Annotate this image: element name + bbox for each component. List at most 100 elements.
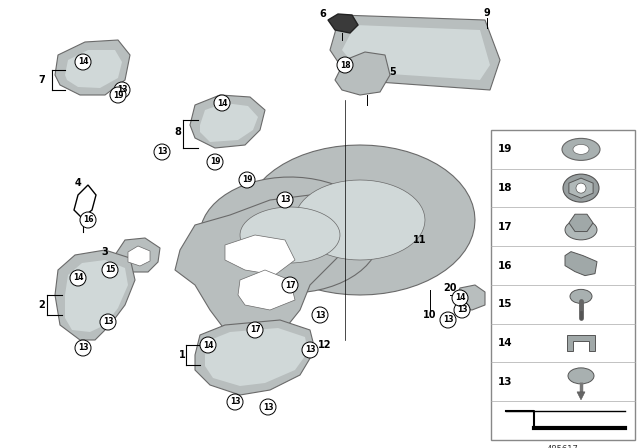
Text: 9: 9: [484, 8, 490, 18]
Circle shape: [70, 270, 86, 286]
Ellipse shape: [565, 220, 597, 240]
Text: 17: 17: [498, 222, 512, 232]
FancyBboxPatch shape: [491, 130, 635, 440]
Text: 19: 19: [113, 90, 124, 99]
Text: 14: 14: [455, 293, 465, 302]
Polygon shape: [245, 145, 475, 295]
Text: 14: 14: [217, 99, 227, 108]
Ellipse shape: [570, 289, 592, 303]
Text: 8: 8: [175, 127, 181, 137]
Text: 6: 6: [319, 9, 326, 19]
Polygon shape: [342, 25, 490, 80]
Circle shape: [452, 290, 468, 306]
Circle shape: [110, 87, 126, 103]
Polygon shape: [115, 238, 160, 272]
Text: 10: 10: [423, 310, 436, 320]
Text: 13: 13: [305, 345, 316, 354]
Text: 15: 15: [498, 299, 512, 310]
Text: 12: 12: [318, 340, 332, 350]
Text: 3: 3: [102, 247, 108, 257]
Text: 1: 1: [179, 350, 186, 360]
Text: 15: 15: [105, 266, 115, 275]
Polygon shape: [238, 270, 295, 310]
Circle shape: [75, 340, 91, 356]
Text: 5: 5: [390, 67, 396, 77]
Text: 18: 18: [340, 60, 350, 69]
Circle shape: [239, 172, 255, 188]
Polygon shape: [128, 246, 150, 266]
Circle shape: [312, 307, 328, 323]
Polygon shape: [55, 250, 135, 340]
Text: 20: 20: [444, 283, 457, 293]
Text: 18: 18: [498, 183, 512, 193]
Circle shape: [247, 322, 263, 338]
Polygon shape: [65, 260, 128, 332]
Polygon shape: [240, 207, 340, 263]
Text: 13: 13: [230, 397, 240, 406]
Text: 16: 16: [498, 261, 512, 271]
Text: 13: 13: [457, 306, 467, 314]
Polygon shape: [455, 285, 485, 310]
Text: 4: 4: [75, 178, 81, 188]
Circle shape: [200, 337, 216, 353]
Circle shape: [207, 154, 223, 170]
Polygon shape: [225, 235, 295, 275]
Circle shape: [80, 212, 96, 228]
Polygon shape: [577, 392, 585, 400]
Ellipse shape: [573, 144, 589, 155]
Circle shape: [277, 192, 293, 208]
Polygon shape: [65, 50, 122, 88]
Ellipse shape: [562, 138, 600, 160]
Text: 2: 2: [38, 300, 45, 310]
Text: 13: 13: [103, 318, 113, 327]
Circle shape: [154, 144, 170, 160]
Polygon shape: [200, 177, 380, 293]
Polygon shape: [295, 180, 425, 260]
Polygon shape: [328, 14, 358, 33]
Text: 19: 19: [210, 158, 220, 167]
Polygon shape: [565, 252, 597, 276]
Text: 14: 14: [77, 57, 88, 66]
Polygon shape: [190, 95, 265, 148]
Text: 14: 14: [203, 340, 213, 349]
Circle shape: [576, 183, 586, 193]
Text: 14: 14: [498, 338, 512, 348]
Polygon shape: [200, 103, 258, 142]
Polygon shape: [205, 328, 308, 386]
Circle shape: [114, 82, 130, 98]
Polygon shape: [195, 320, 315, 395]
Circle shape: [440, 312, 456, 328]
Polygon shape: [569, 214, 593, 232]
Text: 13: 13: [263, 402, 273, 412]
Circle shape: [302, 342, 318, 358]
Text: 13: 13: [280, 195, 291, 204]
Text: 13: 13: [443, 315, 453, 324]
Text: 19: 19: [498, 144, 512, 155]
Ellipse shape: [568, 368, 594, 384]
Text: 19: 19: [242, 176, 252, 185]
Text: 13: 13: [315, 310, 325, 319]
Polygon shape: [55, 40, 130, 95]
Circle shape: [75, 54, 91, 70]
Text: 17: 17: [285, 280, 295, 289]
Polygon shape: [335, 52, 390, 95]
Text: 17: 17: [250, 326, 260, 335]
Text: 13: 13: [157, 147, 167, 156]
Text: 485617: 485617: [547, 445, 579, 448]
Polygon shape: [569, 178, 593, 198]
Polygon shape: [175, 195, 360, 345]
Text: 13: 13: [116, 86, 127, 95]
Circle shape: [214, 95, 230, 111]
Circle shape: [454, 302, 470, 318]
Text: 13: 13: [498, 377, 512, 387]
Circle shape: [282, 277, 298, 293]
Polygon shape: [330, 15, 500, 90]
Text: 14: 14: [73, 273, 83, 283]
Circle shape: [260, 399, 276, 415]
Text: 7: 7: [38, 75, 45, 85]
Circle shape: [102, 262, 118, 278]
Circle shape: [337, 57, 353, 73]
Ellipse shape: [563, 174, 599, 202]
Circle shape: [227, 394, 243, 410]
Circle shape: [100, 314, 116, 330]
